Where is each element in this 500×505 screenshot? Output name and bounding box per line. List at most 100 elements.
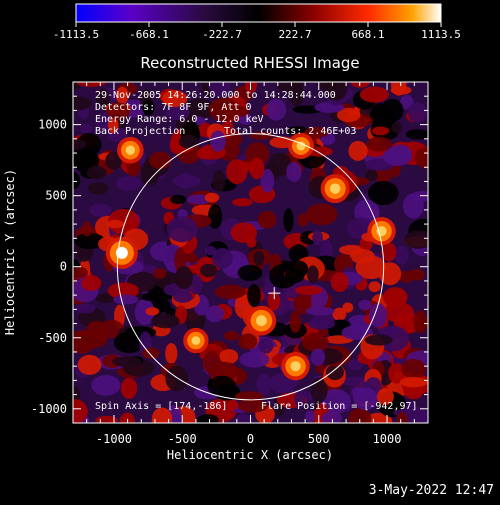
noise-blob	[258, 338, 274, 354]
y-tick-label: -500	[38, 331, 67, 345]
noise-blob	[151, 407, 173, 423]
x-axis-label: Heliocentric X (arcsec)	[167, 448, 333, 462]
noise-blob	[405, 129, 428, 140]
source-peak	[329, 183, 341, 194]
noise-blob	[289, 82, 304, 107]
noise-blob	[239, 351, 270, 368]
noise-blob	[227, 399, 239, 411]
plot-area: -1000 -500 0 500 1000 -1000 -500 0 500 1000	[31, 81, 429, 446]
x-tick-label: -1000	[96, 432, 132, 446]
heatmap-image	[73, 82, 428, 423]
noise-blob	[312, 230, 323, 246]
noise-blob	[115, 86, 129, 105]
noise-blob	[379, 325, 409, 352]
noise-blob	[257, 210, 277, 229]
noise-blob	[208, 82, 231, 98]
noise-blob	[81, 275, 102, 291]
noise-blob	[413, 310, 428, 334]
noise-blob	[209, 130, 226, 152]
noise-blob	[391, 121, 403, 134]
noise-blob	[396, 411, 408, 423]
noise-blob	[286, 162, 302, 182]
noise-blob	[358, 299, 372, 311]
noise-blob	[113, 294, 139, 305]
noise-blob	[237, 264, 263, 281]
noise-blob	[247, 284, 261, 307]
noise-blob	[364, 334, 393, 346]
noise-blob	[306, 203, 338, 226]
noise-blob	[382, 287, 408, 308]
noise-blob	[341, 325, 373, 341]
noise-blob	[401, 359, 427, 379]
colorbar-tick-label: 222.7	[278, 28, 311, 41]
noise-blob	[107, 282, 140, 300]
noise-blob	[95, 331, 109, 341]
y-tick-label: -1000	[31, 402, 67, 416]
noise-blob	[208, 204, 223, 229]
noise-blob	[348, 407, 372, 423]
noise-blob	[226, 159, 248, 185]
noise-blob	[381, 242, 397, 262]
noise-blob	[73, 266, 88, 279]
noise-blob	[112, 356, 142, 367]
noise-blob	[178, 134, 198, 149]
y-tick-label: 0	[60, 260, 67, 274]
noise-blob	[246, 236, 257, 248]
noise-blob	[166, 216, 198, 243]
noise-blob	[293, 294, 312, 314]
noise-blob	[336, 107, 361, 123]
noise-blob	[307, 318, 335, 330]
x-axis-ticks: -1000 -500 0 500 1000	[86, 82, 415, 446]
noise-blob	[377, 388, 394, 406]
noise-blob	[165, 365, 189, 392]
noise-blob	[388, 363, 406, 384]
chart-title: Reconstructed RHESSI Image	[140, 54, 359, 72]
source-peak	[125, 145, 135, 155]
noise-blob	[95, 415, 118, 423]
noise-blob	[186, 194, 211, 205]
noise-blob	[399, 376, 428, 388]
noise-blob	[294, 285, 323, 296]
noise-blob	[162, 90, 188, 108]
noise-blob	[156, 299, 171, 313]
noise-blob	[234, 294, 253, 319]
noise-blob	[307, 265, 319, 284]
noise-blob	[91, 374, 121, 396]
noise-blob	[174, 266, 193, 290]
annotation-flare-position: Flare Position = [-942,97]	[261, 401, 418, 412]
noise-blob	[134, 299, 155, 326]
noise-blob	[140, 162, 160, 186]
noise-blob	[315, 363, 326, 374]
colorbar-tick-label: 668.1	[351, 28, 384, 41]
noise-blob	[142, 99, 155, 116]
noise-blob	[305, 410, 316, 423]
noise-blob	[324, 82, 348, 101]
noise-blob	[294, 390, 306, 409]
annotation-spin-axis: Spin Axis = [174,-186]	[95, 401, 227, 412]
noise-blob	[89, 203, 112, 217]
noise-blob	[165, 102, 190, 121]
colorbar-tick-label: 1113.5	[421, 28, 461, 41]
noise-blob	[347, 358, 364, 371]
noise-blob	[153, 267, 167, 279]
x-tick-label: 0	[247, 432, 254, 446]
noise-blob	[79, 123, 93, 134]
colorbar-tick-label: -222.7	[202, 28, 242, 41]
noise-blob	[106, 219, 124, 229]
annotation-energy-range: Energy Range: 6.0 - 12.0 keV	[95, 114, 264, 125]
noise-blob	[73, 96, 92, 111]
noise-blob	[407, 102, 427, 123]
noise-blob	[142, 347, 160, 359]
noise-blob	[359, 86, 389, 103]
noise-blob	[284, 268, 305, 283]
noise-blob	[321, 411, 342, 423]
footer-date: 3-May-2022 12:47	[369, 483, 494, 498]
noise-blob	[390, 82, 407, 96]
noise-blob	[76, 82, 107, 87]
colorbar-tick-label: -668.1	[129, 28, 169, 41]
noise-blob	[148, 151, 172, 170]
y-tick-label: 1000	[38, 118, 67, 132]
noise-blob	[245, 142, 270, 166]
noise-blob	[86, 166, 107, 180]
